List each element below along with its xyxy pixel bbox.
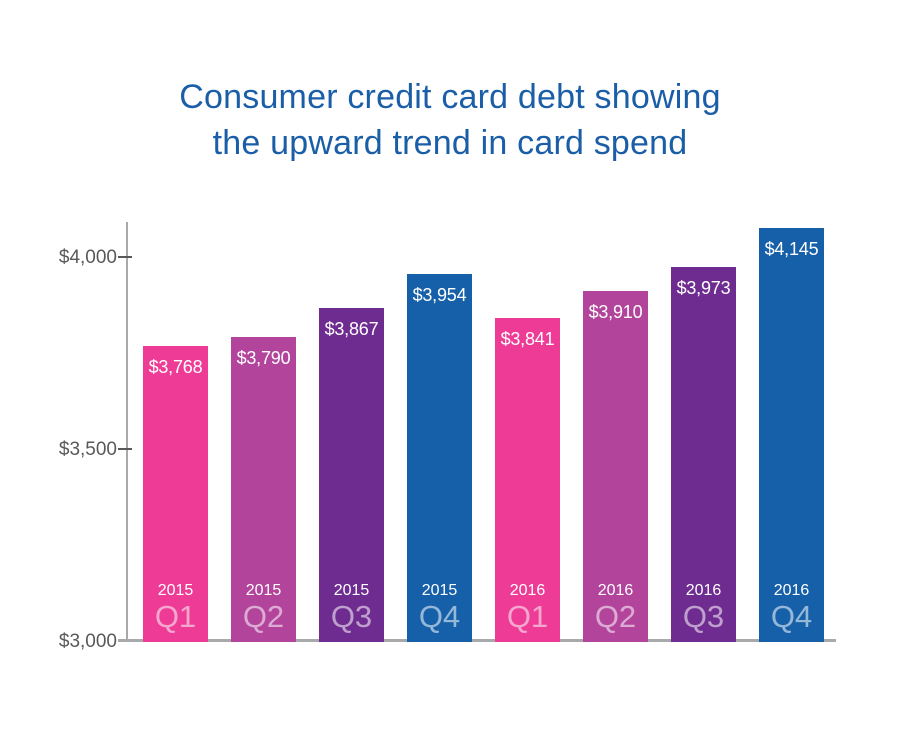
bar-quarter-label: Q1 [506,598,549,634]
bar-quarter-label: Q2 [242,598,285,634]
bar-year-label: 2015 [245,581,282,599]
bar-quarter-label: Q4 [418,598,461,634]
bar-category-label: 2016 Q3 [671,580,736,632]
bar-category-label: 2016 Q4 [759,580,824,632]
bar-year-label: 2016 [597,581,634,599]
bar-value-label: $3,973 [676,277,731,298]
bar-value-label: $3,841 [500,328,555,349]
bar-2016-q1: $3,841 2016 Q1 [495,317,560,642]
y-axis-tick-label: $3,000 [58,631,117,652]
bar-2016-q2: $3,910 2016 Q2 [583,291,648,642]
bar-2015-q1: $3,768 2015 Q1 [143,345,208,642]
bar-category-label: 2015 Q1 [143,580,208,632]
chart-title-line2: the upward trend in card spend [212,124,688,162]
y-axis-tick-mark [118,255,132,258]
bar-category-label: 2015 Q3 [319,580,384,632]
bar-value-label: $3,768 [148,356,203,377]
bar-category-label: 2015 Q4 [407,580,472,632]
bar-year-label: 2016 [773,582,810,599]
bar-value-label: $4,145 [764,239,819,259]
y-axis-tick-label: $3,500 [58,438,117,460]
bar-quarter-label: Q3 [682,598,725,634]
bar-value-label: $3,910 [588,302,643,323]
bar-year-label: 2016 [685,581,722,599]
bar-2015-q4: $3,954 2015 Q4 [407,274,472,642]
bar-quarter-label: Q4 [770,599,813,634]
bar-year-label: 2015 [333,581,370,599]
bar-2015-q2: $3,790 2015 Q2 [231,337,296,642]
bar-2016-q3: $3,973 2016 Q3 [671,266,736,642]
bar-value-label: $3,867 [324,318,379,339]
bar-value-label: $3,790 [236,348,291,369]
bar-value-label: $3,954 [412,285,467,306]
bar-quarter-label: Q3 [330,598,373,634]
y-axis-line [126,222,128,642]
y-axis-tick-mark [118,447,132,450]
bar-quarter-label: Q2 [594,598,637,634]
x-axis-baseline [118,639,836,642]
bar-year-label: 2015 [421,581,458,599]
bar-category-label: 2015 Q2 [231,580,296,632]
y-axis-tick-label: $4,000 [58,246,117,268]
bar-year-label: 2016 [509,581,546,599]
bar-2016-q4: $4,145 2016 Q4 [759,228,824,642]
bar-quarter-label: Q1 [154,598,197,634]
bar-2015-q3: $3,867 2015 Q3 [319,307,384,642]
bar-category-label: 2016 Q2 [583,580,648,632]
chart-title: Consumer credit card debt showing the up… [0,74,900,166]
bar-year-label: 2015 [157,581,194,599]
chart-title-line1: Consumer credit card debt showing [179,78,721,116]
bar-category-label: 2016 Q1 [495,580,560,632]
